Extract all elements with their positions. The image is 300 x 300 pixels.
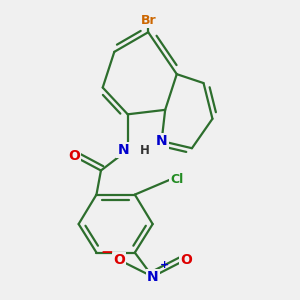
Text: Cl: Cl (170, 173, 183, 186)
Text: +: + (160, 260, 169, 270)
Text: H: H (140, 143, 150, 157)
Text: O: O (180, 253, 192, 267)
Text: N: N (117, 143, 129, 157)
Text: N: N (147, 270, 158, 284)
Text: O: O (68, 149, 80, 163)
Text: −: − (100, 245, 113, 260)
Text: N: N (156, 134, 167, 148)
Text: Br: Br (140, 14, 156, 27)
Text: O: O (113, 253, 125, 267)
